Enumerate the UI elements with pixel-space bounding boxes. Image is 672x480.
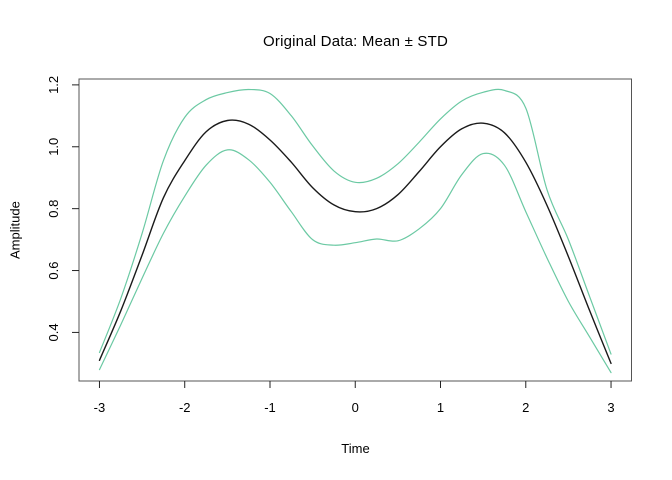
y-tick-label: 0.8 — [46, 200, 61, 218]
x-tick-label: -3 — [94, 400, 106, 415]
x-tick-label: 3 — [607, 400, 614, 415]
mean-plus-std-line — [98, 88, 612, 355]
x-tick-label: -2 — [179, 400, 191, 415]
y-tick-label: 0.4 — [46, 323, 61, 341]
chart-title: Original Data: Mean ± STD — [263, 33, 448, 50]
plot-box — [78, 78, 632, 382]
x-axis-label: Time — [341, 441, 370, 456]
x-tick-label: 0 — [352, 400, 359, 415]
y-tick-label: 1.2 — [46, 76, 61, 94]
y-axis-label: Amplitude — [7, 201, 23, 259]
mean-minus-std-line — [98, 149, 612, 374]
mean-line — [98, 119, 612, 365]
x-tick-label: -1 — [264, 400, 276, 415]
x-tick-label: 2 — [522, 400, 529, 415]
y-tick-label: 1.0 — [46, 138, 61, 156]
x-tick-label: 1 — [437, 400, 444, 415]
y-tick-label: 0.6 — [46, 261, 61, 279]
